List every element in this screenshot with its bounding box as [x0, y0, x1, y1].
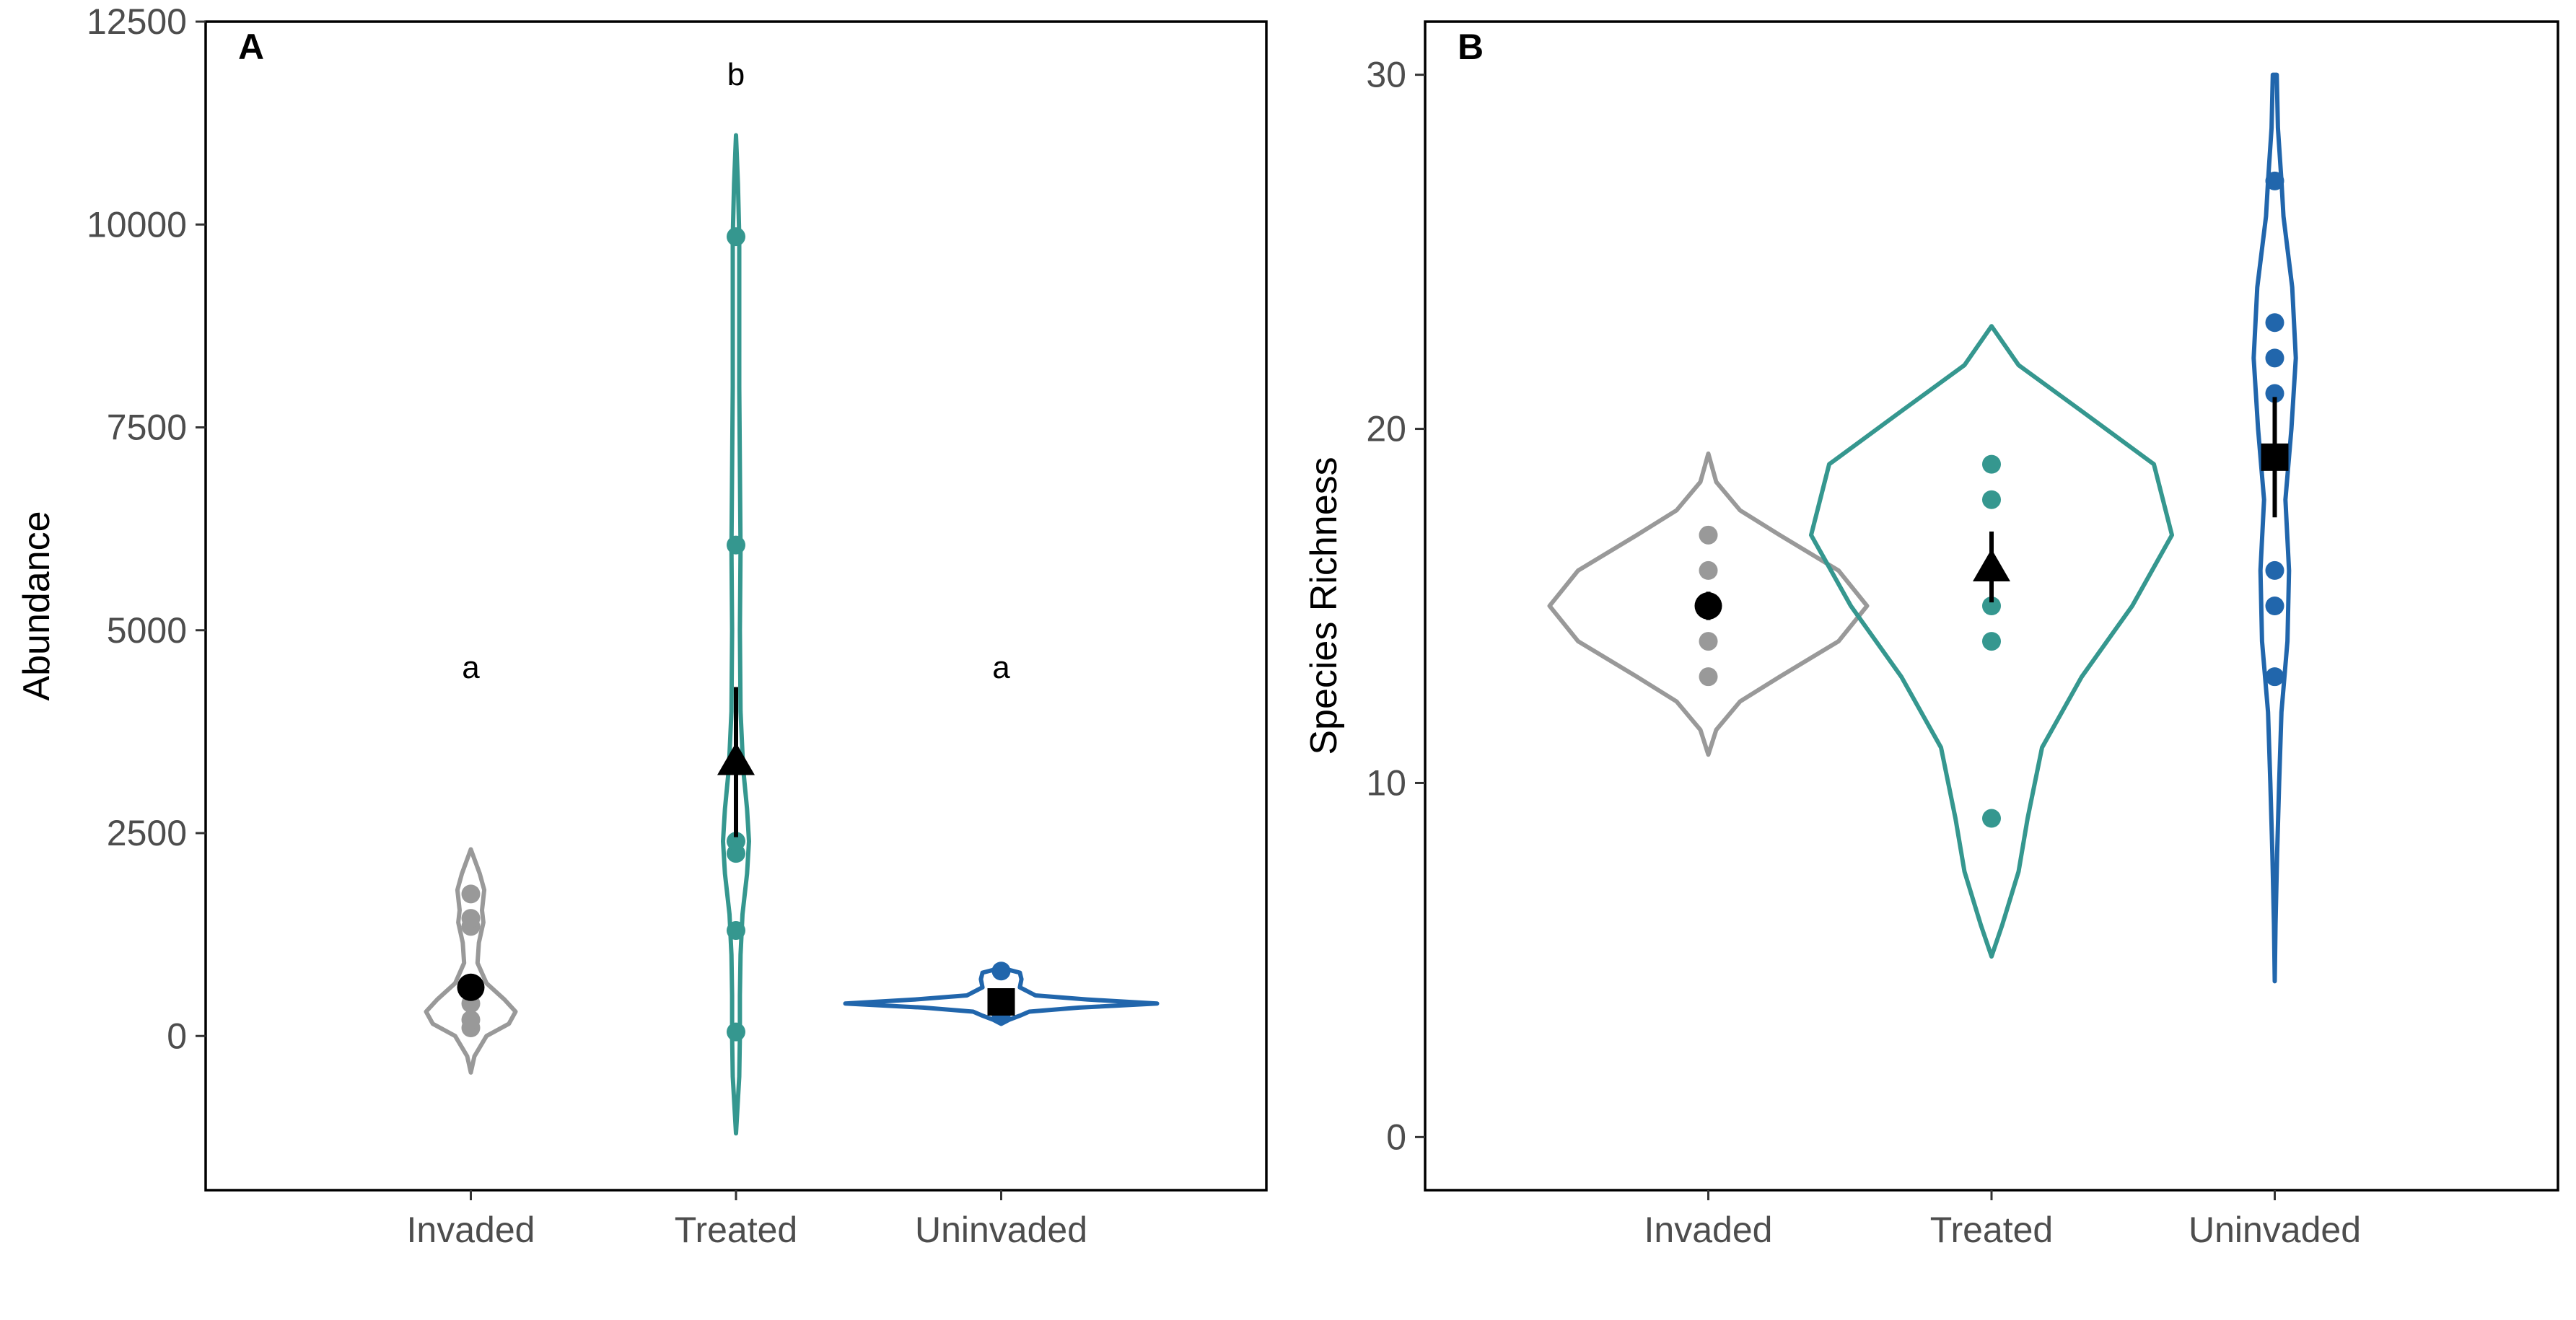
data-point	[727, 832, 745, 851]
data-point	[2265, 597, 2284, 615]
data-point	[1982, 490, 2001, 509]
data-point	[1982, 632, 2001, 651]
y-tick-label: 7500	[107, 408, 187, 448]
data-point	[2265, 384, 2284, 403]
data-point	[727, 1022, 745, 1042]
x-tick-label-uninvaded: Uninvaded	[2189, 1210, 2361, 1250]
y-tick-label: 10	[1366, 762, 1406, 803]
panel-tag: B	[1458, 27, 1484, 67]
violin-invaded	[1547, 451, 1870, 757]
data-point	[2265, 348, 2284, 368]
group-treated: b	[717, 57, 755, 1136]
data-point	[1699, 667, 1718, 687]
data-point	[1699, 560, 1718, 580]
mean-marker	[2261, 443, 2289, 471]
violin-treated	[721, 133, 751, 1136]
x-tick-label-treated: Treated	[1930, 1210, 2053, 1250]
mean-marker	[1694, 592, 1722, 620]
data-point	[1982, 597, 2001, 615]
violin-uninvaded	[2251, 72, 2298, 984]
x-tick-label-treated: Treated	[675, 1210, 797, 1250]
data-point	[2265, 171, 2284, 190]
data-point	[1699, 632, 1718, 651]
mean-marker	[717, 742, 755, 775]
group-treated	[1809, 324, 2174, 959]
data-point	[2265, 667, 2284, 687]
significance-letter: a	[992, 650, 1010, 685]
y-axis-title: Abundance	[16, 511, 58, 700]
data-point	[1699, 525, 1718, 545]
y-tick-label: 5000	[107, 610, 187, 651]
y-tick-label: 20	[1366, 409, 1406, 449]
data-point	[991, 962, 1011, 981]
y-tick-label: 12500	[87, 1, 187, 42]
y-tick-label: 0	[1386, 1117, 1406, 1157]
x-tick-label-invaded: Invaded	[407, 1210, 535, 1250]
panel-tag: A	[238, 27, 264, 67]
violin-invaded	[424, 847, 518, 1075]
group-invaded: a	[424, 650, 518, 1075]
x-tick-label-invaded: Invaded	[1644, 1210, 1773, 1250]
significance-letter: b	[727, 57, 745, 92]
y-tick-label: 30	[1366, 55, 1406, 95]
panel-b: 0 10 20 30 Invaded Treated Uninvaded Species Ri…	[1303, 20, 2559, 1250]
group-uninvaded	[2251, 72, 2298, 984]
data-point	[2265, 560, 2284, 580]
data-point	[727, 227, 745, 247]
data-point	[461, 909, 481, 928]
panel-a: 0 2500 5000 7500 10000 12500 Invaded Treated Uni…	[16, 1, 1268, 1250]
y-tick-label: 0	[167, 1016, 187, 1056]
data-point	[727, 535, 745, 555]
mean-marker	[457, 973, 485, 1001]
group-uninvaded: a	[843, 650, 1160, 1026]
data-point	[2265, 313, 2284, 333]
y-tick-label: 10000	[87, 204, 187, 245]
data-point	[727, 921, 745, 940]
data-point	[1982, 454, 2001, 474]
significance-letter: a	[462, 650, 480, 685]
mean-marker	[1973, 549, 2010, 581]
mean-marker	[987, 988, 1015, 1016]
data-point	[461, 1010, 481, 1029]
data-point	[461, 884, 481, 904]
data-point	[1982, 809, 2001, 828]
x-tick-label-uninvaded: Uninvaded	[915, 1210, 1087, 1250]
y-tick-label: 2500	[107, 813, 187, 853]
y-axis-title: Species Richness	[1303, 457, 1345, 754]
violin-treated	[1809, 324, 2174, 959]
group-invaded	[1547, 451, 1870, 757]
